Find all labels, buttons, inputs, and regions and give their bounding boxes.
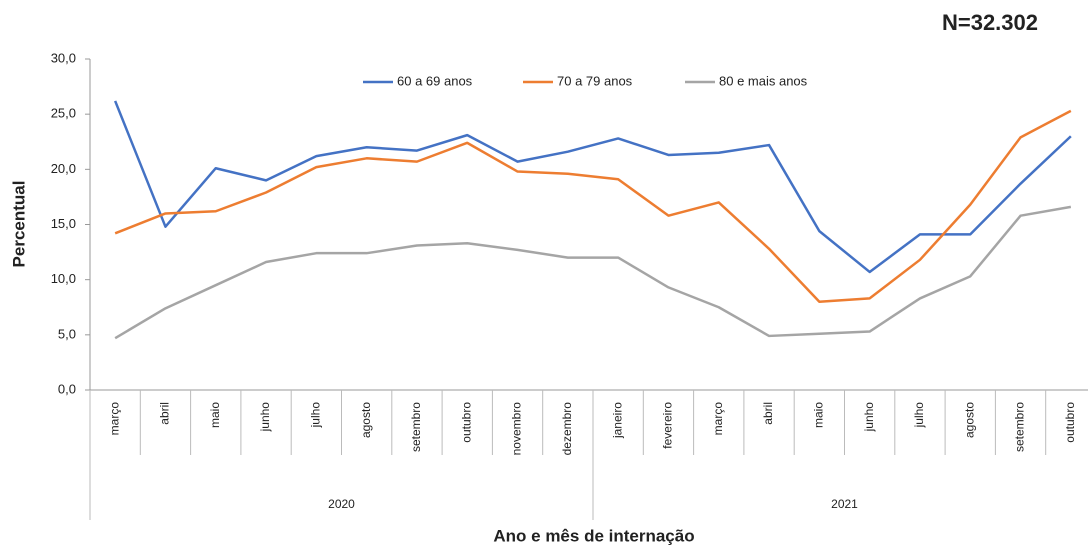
x-tick-label: outubro: [1063, 402, 1077, 443]
x-tick-label: março: [711, 402, 725, 436]
x-tick-label: junho: [862, 402, 876, 433]
series-line: [113, 100, 1072, 274]
series-line: [114, 205, 1072, 340]
y-tick-label: 15,0: [51, 216, 76, 231]
x-tick-label: maio: [812, 402, 826, 428]
x-tick-label: agosto: [359, 402, 373, 438]
x-tick-label: março: [107, 402, 121, 436]
x-tick-label: abril: [158, 402, 172, 425]
x-tick-label: maio: [208, 402, 222, 428]
x-tick-label: junho: [258, 402, 272, 433]
x-tick-label: julho: [912, 402, 926, 429]
x-tick-label: abril: [761, 402, 775, 425]
x-tick-label: dezembro: [560, 402, 574, 456]
x-tick-label: outubro: [459, 402, 473, 443]
x-tick-label: fevereiro: [661, 402, 675, 449]
x-tick-label: novembro: [510, 402, 524, 456]
x-axis-title: Ano e mês de internação: [493, 526, 694, 545]
y-tick-label: 30,0: [51, 50, 76, 65]
x-tick-label: janeiro: [610, 402, 624, 439]
x-tick-label: setembro: [1013, 402, 1027, 452]
x-tick-label: agosto: [962, 402, 976, 438]
legend-label: 70 a 79 anos: [557, 73, 633, 88]
x-tick-label: setembro: [409, 402, 423, 452]
legend-label: 60 a 69 anos: [397, 73, 473, 88]
y-tick-label: 25,0: [51, 106, 76, 121]
y-tick-label: 20,0: [51, 161, 76, 176]
group-label: 2021: [831, 497, 858, 511]
group-label: 2020: [328, 497, 355, 511]
y-axis-title: Percentual: [9, 181, 28, 268]
y-tick-label: 0,0: [58, 381, 76, 396]
y-tick-label: 5,0: [58, 326, 76, 341]
x-tick-label: julho: [309, 402, 323, 429]
y-tick-label: 10,0: [51, 271, 76, 286]
annotation: N=32.302: [942, 10, 1038, 35]
legend-label: 80 e mais anos: [719, 73, 808, 88]
series-line: [114, 109, 1072, 303]
